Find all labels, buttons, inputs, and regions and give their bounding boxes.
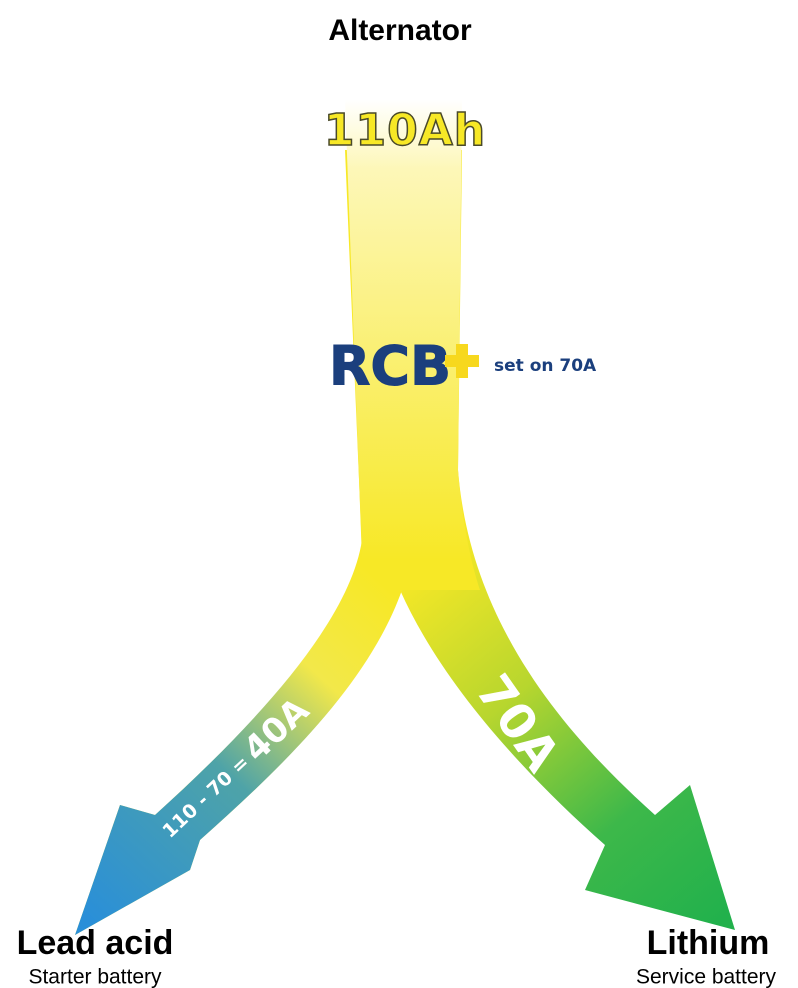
source-label: 110Ah bbox=[324, 105, 486, 156]
page: Alternator 110Ah RCB set on 70A 110 - 70… bbox=[0, 0, 798, 988]
right-sublabel: Service battery bbox=[636, 966, 777, 988]
controller-name: RCB bbox=[329, 335, 451, 398]
right-label: Lithium bbox=[647, 924, 770, 962]
left-flow: 110 - 70 = 40A bbox=[151, 689, 317, 848]
diagram: Alternator 110Ah RCB set on 70A 110 - 70… bbox=[0, 0, 798, 988]
title: Alternator bbox=[328, 14, 472, 47]
controller-setting: set on 70A bbox=[494, 356, 597, 376]
left-label: Lead acid bbox=[17, 924, 174, 962]
left-sublabel: Starter battery bbox=[28, 966, 162, 988]
